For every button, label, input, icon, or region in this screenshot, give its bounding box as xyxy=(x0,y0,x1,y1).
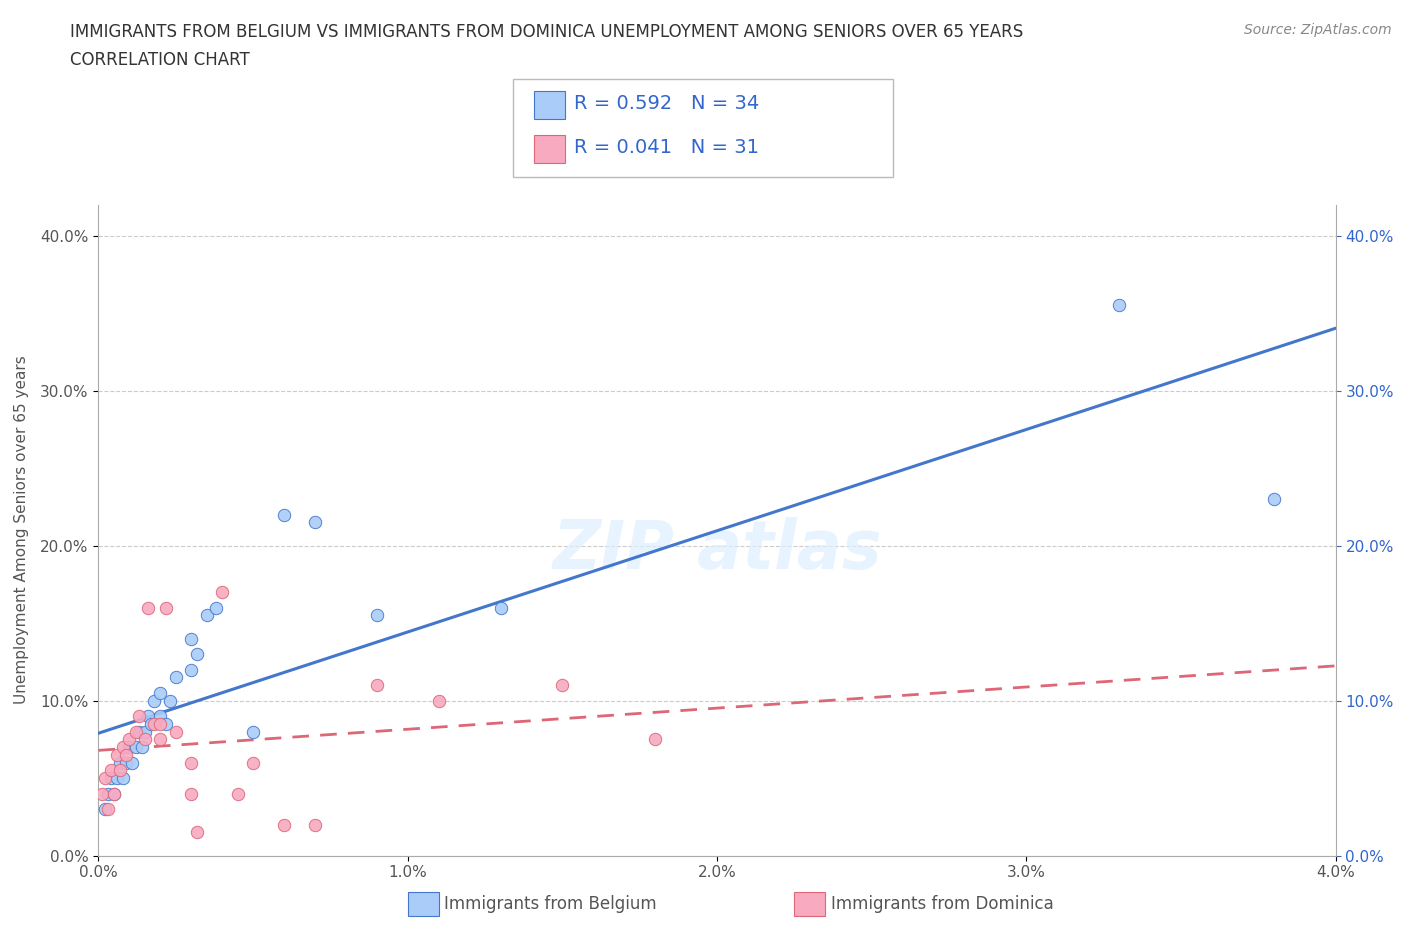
Point xyxy=(304,515,326,530)
Point xyxy=(115,748,138,763)
Point xyxy=(121,755,143,770)
Point xyxy=(644,732,666,747)
Point xyxy=(143,693,166,708)
Point xyxy=(205,600,228,615)
Point xyxy=(159,693,181,708)
Point xyxy=(242,755,264,770)
Point xyxy=(108,755,131,770)
Point xyxy=(105,748,128,763)
Point xyxy=(366,608,388,623)
Point xyxy=(100,771,122,786)
Text: Immigrants from Belgium: Immigrants from Belgium xyxy=(444,895,657,913)
Point xyxy=(93,771,115,786)
Point xyxy=(273,817,295,832)
Point xyxy=(304,817,326,832)
Point xyxy=(90,786,112,801)
Point xyxy=(134,732,156,747)
Point xyxy=(108,763,131,777)
Point xyxy=(128,709,150,724)
Point xyxy=(551,678,574,693)
Text: CORRELATION CHART: CORRELATION CHART xyxy=(70,51,250,69)
Point xyxy=(112,739,135,754)
Point xyxy=(118,732,141,747)
Point xyxy=(165,724,187,739)
Point xyxy=(427,693,450,708)
Point xyxy=(128,724,150,739)
Point xyxy=(136,709,159,724)
Point xyxy=(1263,492,1285,507)
Point xyxy=(124,739,146,754)
Point xyxy=(139,716,162,731)
Text: Immigrants from Dominica: Immigrants from Dominica xyxy=(831,895,1053,913)
Point xyxy=(155,716,177,731)
Point xyxy=(155,600,177,615)
Point xyxy=(103,786,125,801)
Point xyxy=(180,662,202,677)
Point xyxy=(180,631,202,646)
Text: IMMIGRANTS FROM BELGIUM VS IMMIGRANTS FROM DOMINICA UNEMPLOYMENT AMONG SENIORS O: IMMIGRANTS FROM BELGIUM VS IMMIGRANTS FR… xyxy=(70,23,1024,41)
Point xyxy=(149,685,172,700)
Point xyxy=(97,802,120,817)
Point xyxy=(149,709,172,724)
Point xyxy=(97,786,120,801)
Text: Source: ZipAtlas.com: Source: ZipAtlas.com xyxy=(1244,23,1392,37)
Point xyxy=(136,600,159,615)
Point xyxy=(366,678,388,693)
Point xyxy=(186,646,208,661)
Point xyxy=(124,724,146,739)
Point xyxy=(211,585,233,600)
Y-axis label: Unemployment Among Seniors over 65 years: Unemployment Among Seniors over 65 years xyxy=(14,356,30,705)
Point xyxy=(105,771,128,786)
Text: R = 0.592   N = 34: R = 0.592 N = 34 xyxy=(574,94,759,113)
Point xyxy=(115,755,138,770)
Point xyxy=(131,739,153,754)
Point xyxy=(186,825,208,840)
Point xyxy=(93,802,115,817)
Point xyxy=(103,786,125,801)
Point xyxy=(134,724,156,739)
Point xyxy=(489,600,512,615)
Point xyxy=(143,716,166,731)
Text: ZIP atlas: ZIP atlas xyxy=(553,517,882,582)
Point xyxy=(100,763,122,777)
Point xyxy=(149,732,172,747)
Point xyxy=(242,724,264,739)
Point xyxy=(1108,298,1130,312)
Point xyxy=(149,716,172,731)
Point xyxy=(112,771,135,786)
Text: R = 0.041   N = 31: R = 0.041 N = 31 xyxy=(574,139,759,157)
Point xyxy=(180,786,202,801)
Point xyxy=(195,608,218,623)
Point xyxy=(226,786,249,801)
Point xyxy=(165,670,187,684)
Point xyxy=(118,739,141,754)
Point xyxy=(273,507,295,522)
Point xyxy=(180,755,202,770)
